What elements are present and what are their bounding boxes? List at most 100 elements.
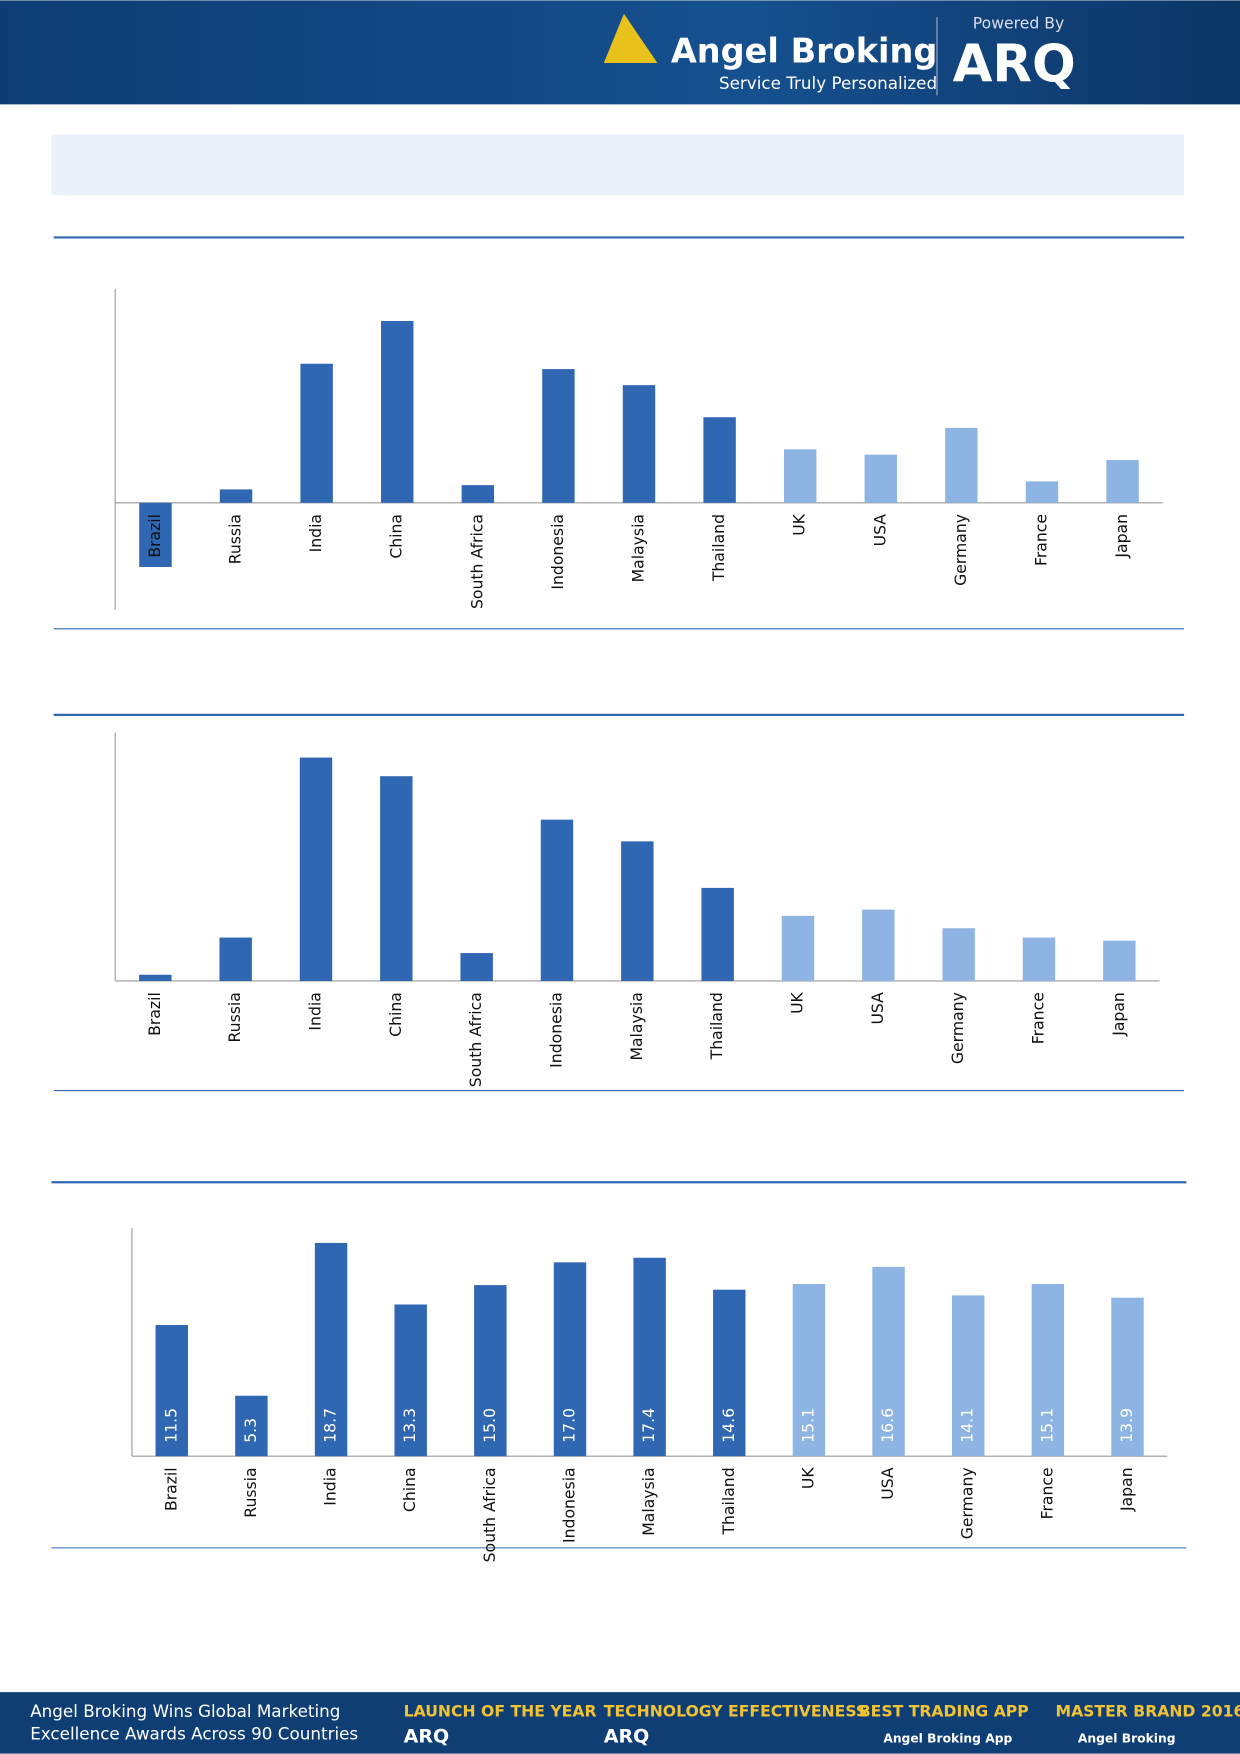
- value-label: 13.9: [1117, 1408, 1136, 1443]
- title-box: [51, 134, 1185, 195]
- bar: [300, 363, 333, 503]
- value-label: 5.3: [241, 1418, 260, 1443]
- bar: [380, 776, 413, 981]
- bar: [155, 1325, 188, 1457]
- bar: [1103, 940, 1136, 981]
- x-tick-label: Russia: [225, 992, 244, 1042]
- brand: Angel Broking: [671, 31, 938, 70]
- x-tick-label: UK: [798, 1467, 817, 1489]
- x-tick-label: Thailand: [709, 514, 728, 582]
- bar: [299, 757, 333, 981]
- x-tick-label: France: [1037, 1467, 1056, 1519]
- bar: [1106, 460, 1139, 503]
- bar: [139, 502, 172, 567]
- award-brand: Angel Broking App: [883, 1732, 1012, 1746]
- bar: [792, 1283, 826, 1457]
- x-tick-label: Japan: [1112, 514, 1131, 559]
- x-tick-label: Brazil: [145, 992, 164, 1036]
- value-label: 14.6: [719, 1408, 738, 1443]
- x-tick-label: Indonesia: [548, 514, 567, 590]
- x-tick-label: France: [1028, 992, 1047, 1044]
- bar: [945, 427, 978, 503]
- award-title: BEST TRADING APP: [859, 1702, 1029, 1721]
- value-label: 13.3: [400, 1408, 419, 1443]
- value-label: 11.5: [161, 1408, 180, 1443]
- bar: [235, 1395, 268, 1457]
- partner: ARQ: [953, 34, 1076, 94]
- award-brand: Angel Broking: [1078, 1732, 1176, 1746]
- bar: [622, 385, 656, 503]
- x-tick-label: China: [386, 992, 405, 1037]
- x-tick-label: Japan: [1109, 992, 1128, 1037]
- x-tick-label: USA: [868, 992, 887, 1025]
- value-label: 15.1: [798, 1408, 817, 1443]
- x-tick-label: India: [305, 992, 324, 1030]
- x-tick-label: Thailand: [707, 992, 726, 1060]
- bar: [1111, 1297, 1144, 1457]
- x-tick-label: Malaysia: [627, 992, 646, 1060]
- x-tick-label: China: [400, 1467, 419, 1512]
- bar: [633, 1257, 666, 1457]
- x-tick-label: France: [1031, 514, 1050, 566]
- bar: [713, 1289, 746, 1457]
- bar: [314, 1242, 348, 1457]
- bar: [460, 953, 493, 981]
- x-tick-label: India: [306, 514, 325, 552]
- bar: [864, 454, 897, 503]
- bar: [942, 928, 975, 981]
- x-tick-label: Thailand: [719, 1467, 738, 1535]
- bar: [381, 320, 414, 503]
- bar: [862, 909, 895, 981]
- value-label: 15.0: [480, 1408, 499, 1443]
- x-tick-label: China: [387, 514, 406, 559]
- x-tick-label: Malaysia: [629, 514, 648, 582]
- x-tick-label: Russia: [241, 1467, 260, 1517]
- bar: [219, 937, 252, 981]
- value-label: 16.6: [878, 1408, 897, 1443]
- bar: [540, 819, 574, 981]
- x-tick-label: South Africa: [467, 514, 486, 609]
- logo-icon: [603, 13, 658, 64]
- bar: [394, 1304, 427, 1457]
- award-brand: ARQ: [604, 1725, 650, 1747]
- value-label: 18.7: [321, 1408, 340, 1443]
- bar: [703, 417, 736, 503]
- x-tick-label: Germany: [951, 514, 970, 586]
- value-label: 15.1: [1037, 1408, 1056, 1443]
- x-tick-label: South Africa: [480, 1467, 499, 1562]
- x-tick-label: UK: [790, 513, 809, 535]
- x-tick-label: UK: [787, 991, 806, 1013]
- charts: Brazil Russia India China South Africa Indone…: [114, 288, 1168, 1562]
- bar: [701, 887, 734, 981]
- award-title: MASTER BRAND 2016: [1056, 1702, 1240, 1721]
- bar: [553, 1262, 587, 1457]
- powered: Powered By: [973, 13, 1064, 32]
- value-label: 17.4: [639, 1408, 658, 1443]
- x-tick-label: USA: [878, 1467, 897, 1500]
- award-brand: ARQ: [404, 1725, 450, 1747]
- x-tick-label: Indonesia: [546, 992, 565, 1068]
- footer-bar: [0, 1692, 1240, 1754]
- bar: [1022, 937, 1056, 981]
- x-tick-label: Germany: [948, 992, 967, 1064]
- x-tick-label: Japan: [1117, 1467, 1136, 1512]
- x-tick-label: Brazil: [161, 1467, 180, 1511]
- bar: [783, 449, 817, 503]
- bar: [1025, 481, 1059, 503]
- tagline: Service Truly Personalized: [719, 73, 937, 93]
- award-title: LAUNCH OF THE YEAR: [404, 1702, 597, 1721]
- bar: [1031, 1283, 1065, 1457]
- x-tick-label: Malaysia: [639, 1467, 658, 1535]
- value-label: 17.0: [559, 1408, 578, 1443]
- bar: [951, 1295, 985, 1457]
- bar: [781, 915, 815, 981]
- bar: [474, 1285, 507, 1457]
- footer-headline: Angel Broking Wins Global Marketing: [30, 1701, 340, 1721]
- bar: [461, 485, 495, 503]
- bar: [621, 841, 654, 981]
- bar: [139, 974, 172, 981]
- award-title: TECHNOLOGY EFFECTIVENESS: [604, 1702, 867, 1721]
- footer-headline: Excellence Awards Across 90 Countries: [30, 1724, 358, 1744]
- bar: [542, 369, 575, 503]
